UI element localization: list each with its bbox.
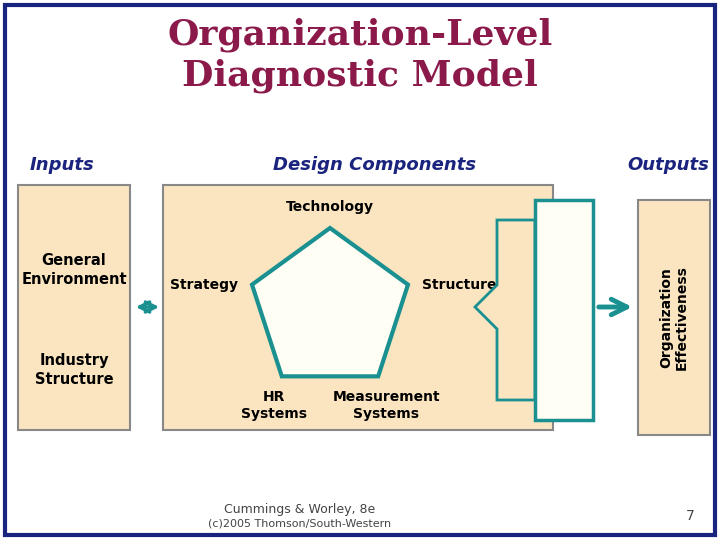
Text: Industry
Structure: Industry Structure	[35, 353, 113, 387]
Polygon shape	[252, 228, 408, 376]
Text: Measurement
Systems: Measurement Systems	[333, 390, 440, 421]
Text: Cummings & Worley, 8e: Cummings & Worley, 8e	[225, 503, 376, 516]
Text: Strategy: Strategy	[170, 278, 238, 292]
Polygon shape	[475, 220, 535, 400]
Text: Organization
Effectiveness: Organization Effectiveness	[659, 265, 689, 370]
Text: HR
Systems: HR Systems	[240, 390, 307, 421]
Text: Outputs: Outputs	[627, 156, 709, 174]
Bar	[535, 200, 593, 420]
Text: Culture: Culture	[555, 275, 573, 345]
Bar	[163, 185, 553, 430]
Text: Design Components: Design Components	[274, 156, 477, 174]
Text: Inputs: Inputs	[30, 156, 94, 174]
Text: 7: 7	[685, 509, 694, 523]
Text: General
Environment: General Environment	[21, 253, 127, 287]
Bar	[638, 200, 710, 435]
Text: Organization-Level
Diagnostic Model: Organization-Level Diagnostic Model	[167, 17, 553, 93]
Bar	[18, 185, 130, 430]
Text: (c)2005 Thomson/South-Western: (c)2005 Thomson/South-Western	[208, 518, 392, 528]
Text: Technology: Technology	[286, 200, 374, 214]
Text: Structure: Structure	[422, 278, 497, 292]
